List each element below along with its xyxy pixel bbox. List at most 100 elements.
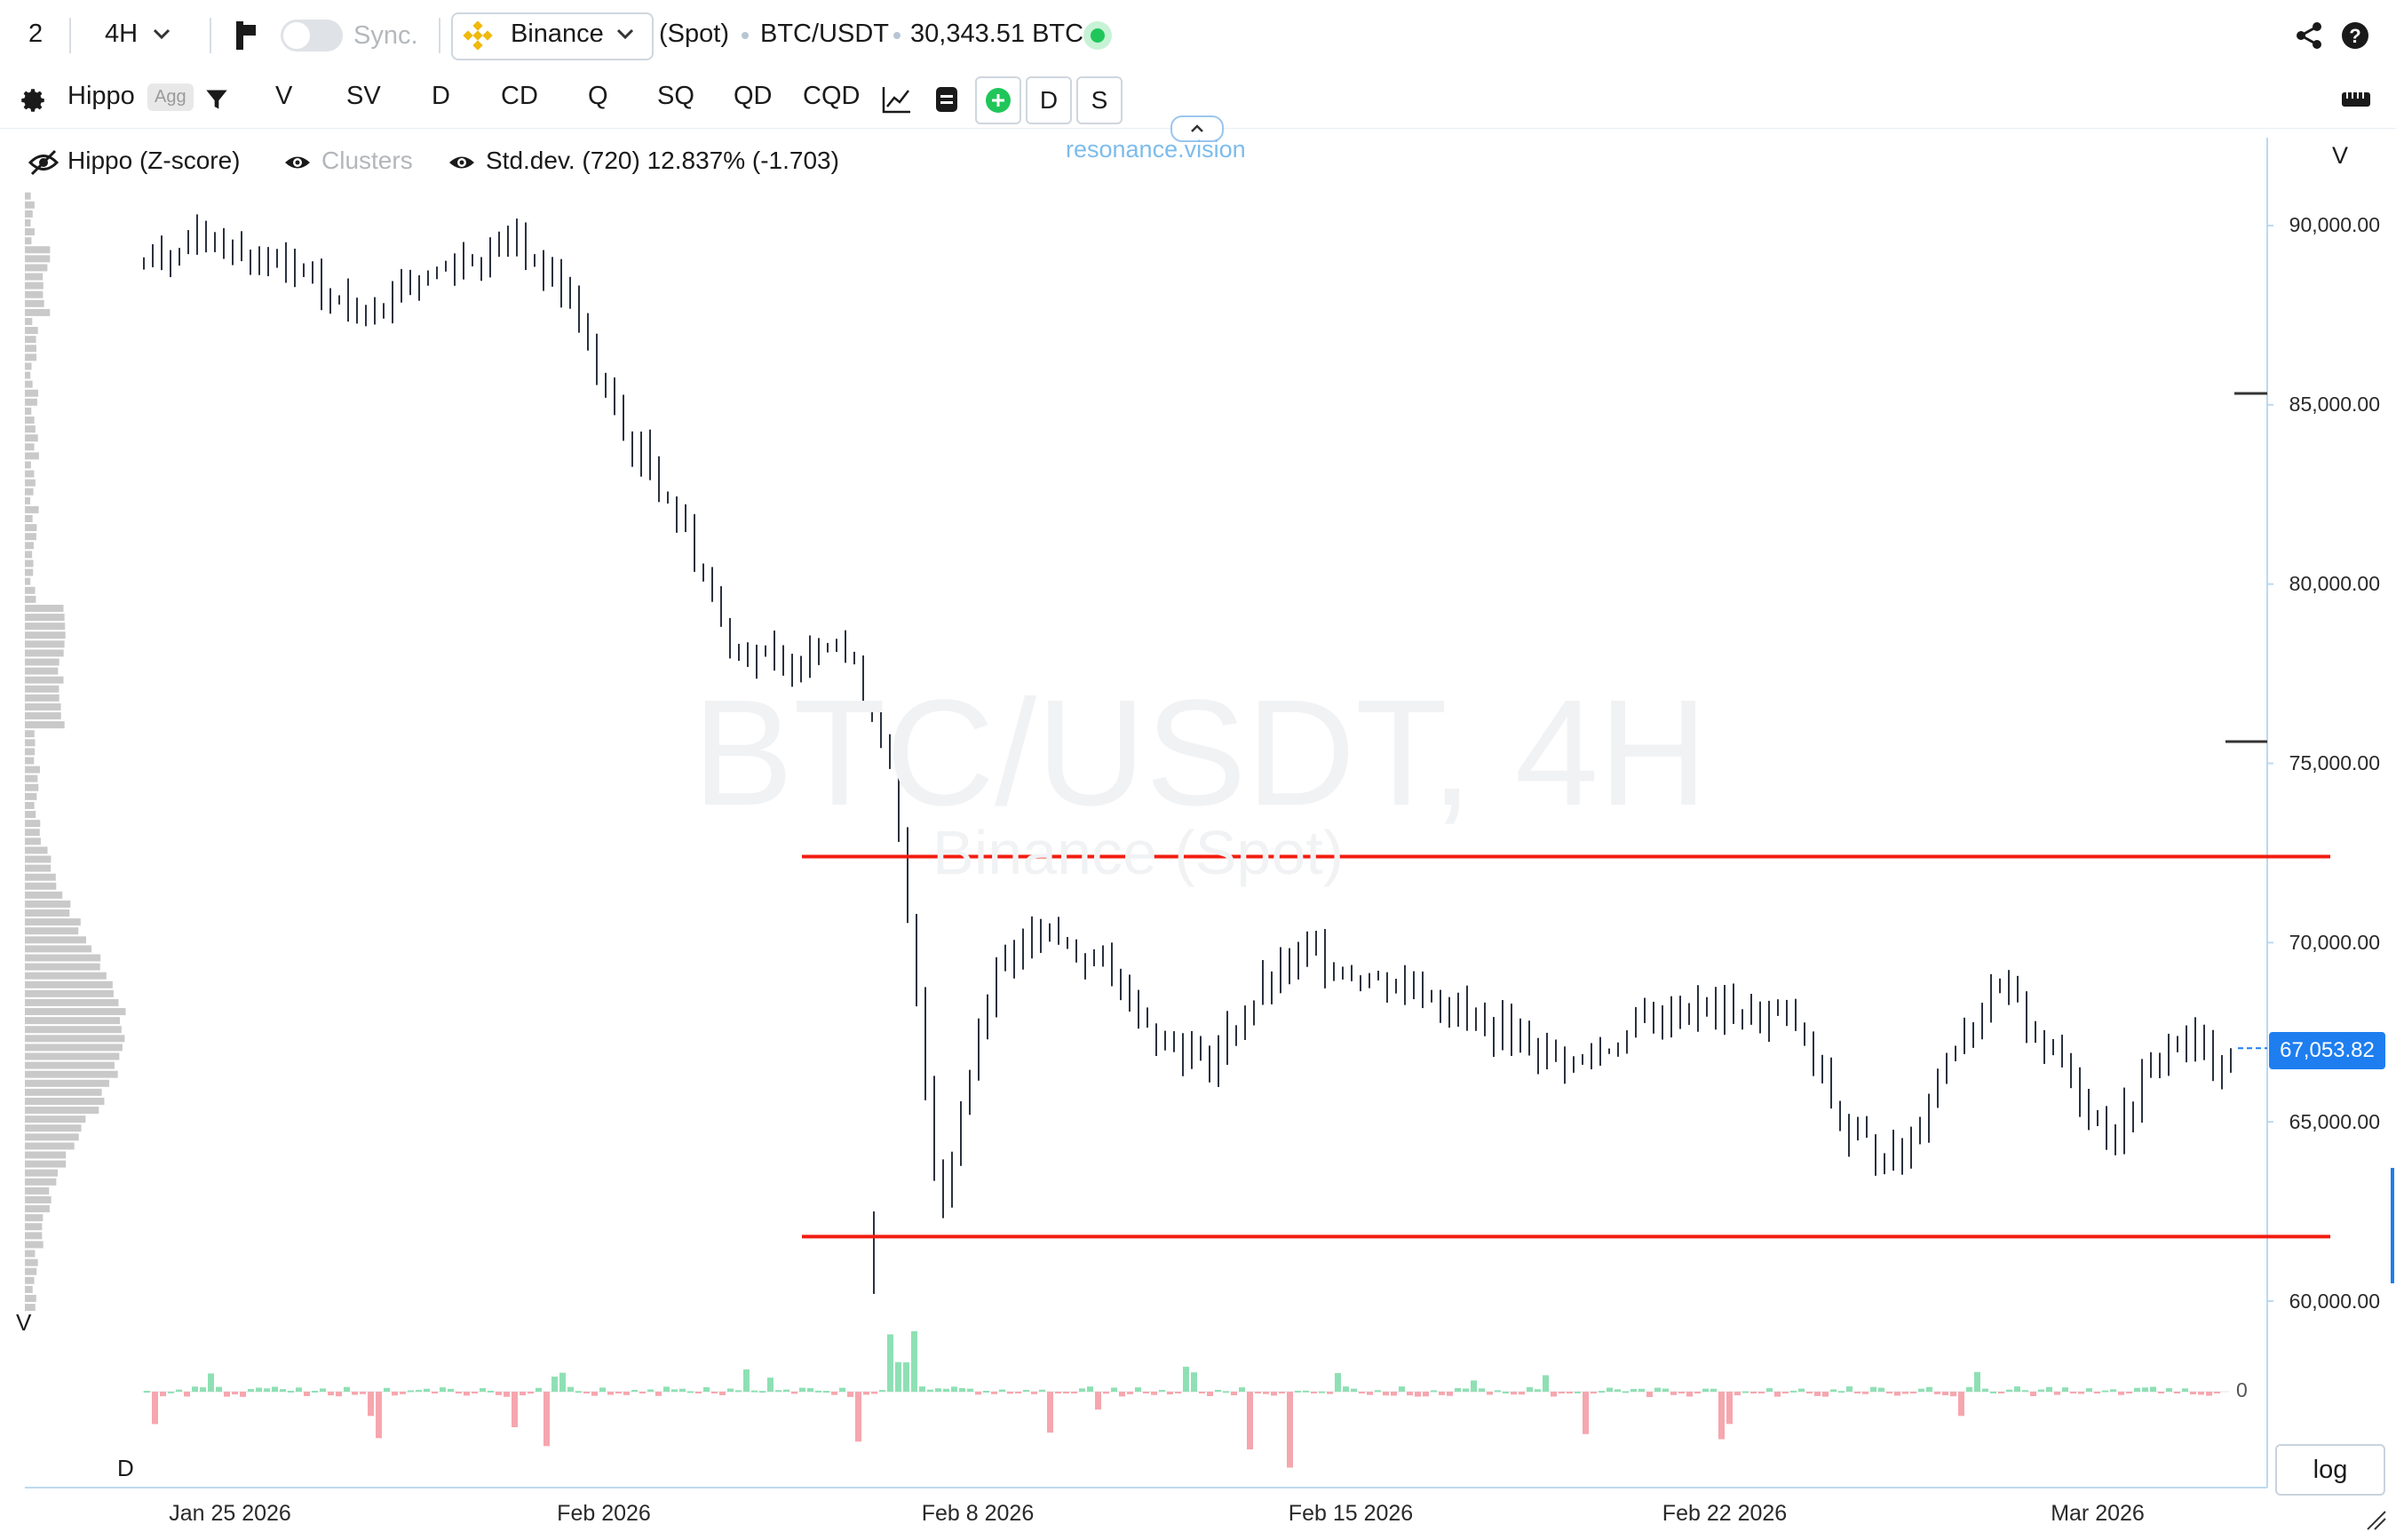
delta-bar [400,1392,406,1394]
delta-bar [1223,1391,1229,1393]
delta-bar [1167,1392,1173,1395]
delta-bar [1111,1387,1117,1392]
delta-bar [847,1392,853,1397]
delta-bar [472,1392,478,1393]
delta-bar [1894,1392,1900,1396]
delta-bar [312,1391,318,1393]
help-icon[interactable]: ? [2341,21,2369,50]
delta-bar [1798,1388,1805,1392]
delta-bar [368,1392,374,1417]
delta-bar [663,1386,670,1392]
delta-bar [240,1392,246,1397]
notes-icon[interactable] [934,85,959,114]
delta-bar [1415,1392,1421,1397]
volume-profile-bar [25,927,79,935]
volume-profile-bar [25,210,33,218]
delta-bar [1311,1392,1317,1393]
ruler-icon[interactable] [2341,89,2371,110]
eye-off-icon[interactable] [28,149,59,176]
delta-bar [2174,1392,2180,1393]
exchange-selector[interactable] [451,12,654,60]
delta-bar [631,1390,638,1393]
delta-bar [1023,1389,1029,1392]
tool-cd[interactable]: CD [501,82,538,110]
eye-icon[interactable] [448,153,475,172]
delta-bar [1742,1391,1749,1393]
price-chart[interactable] [0,129,2396,1540]
delta-bar [975,1392,981,1395]
collapse-button[interactable] [1170,115,1224,142]
left-volume-label: V [16,1309,32,1336]
delta-bar [623,1392,630,1395]
delta-bar [1958,1392,1964,1417]
delta-bar [1287,1392,1293,1468]
volume-profile-bar [25,1267,37,1275]
delta-bar [1622,1391,1629,1393]
delta-bar [256,1387,262,1392]
s-button[interactable]: S [1076,76,1123,124]
tool-d[interactable]: D [432,82,450,110]
volume-profile-bar [25,201,35,209]
delta-bar [791,1392,797,1394]
delta-bar [1479,1388,1485,1392]
delta-bar [815,1390,821,1393]
log-scale-button[interactable]: log [2275,1444,2385,1496]
resize-handle-icon[interactable] [2366,1510,2387,1531]
delta-bar [1615,1389,1621,1392]
volume-profile-bar [25,317,33,325]
filter-icon[interactable] [204,87,229,112]
delta-bar [448,1388,454,1392]
delta-bar [711,1392,718,1393]
delta-bar [144,1391,150,1393]
pair-label: BTC/USDT [760,20,889,48]
delta-bar [1175,1392,1181,1393]
delta-bar [1407,1392,1413,1396]
volume-profile-bar [25,398,37,406]
delta-bar [1495,1390,1501,1393]
gear-icon[interactable] [18,85,48,115]
delta-bar [1982,1388,1988,1392]
volume-profile-bar [25,336,36,344]
tool-q[interactable]: Q [588,82,608,110]
volume-profile-bar [25,515,33,523]
sync-label: Sync. [353,21,418,50]
tool-sv[interactable]: SV [346,82,381,110]
delta-bar [839,1387,845,1392]
agg-badge[interactable]: Agg [147,83,194,111]
volume-profile-bar [25,568,34,576]
tool-cqd[interactable]: CQD [803,82,861,110]
volume-profile-bar [25,595,36,603]
share-icon[interactable] [2295,21,2323,50]
volume-profile-bar [25,237,32,245]
layout-count[interactable]: 2 [28,20,44,48]
delta-bar [344,1386,350,1392]
tool-v[interactable]: V [275,82,293,110]
delta-bar [1662,1388,1669,1392]
volume-profile-bar [25,551,33,559]
indicator-name[interactable]: Hippo [67,82,135,110]
volume-profile-bar [25,299,44,307]
line-chart-icon[interactable] [882,85,912,114]
timeframe-selector[interactable]: 4H [105,20,139,48]
delta-bar [1519,1392,1525,1395]
delta-bar [2070,1392,2076,1393]
tool-qd[interactable]: QD [734,82,773,110]
d-button[interactable]: D [1026,76,1072,124]
volume-profile-bar [25,1107,99,1115]
tool-sq[interactable]: SQ [657,82,694,110]
delta-bar [416,1390,422,1393]
delta-bar [1966,1386,1972,1392]
add-indicator-button[interactable] [975,76,1021,124]
volume-profile-bar [25,640,65,648]
price-label: 90,000.00 [2289,213,2380,236]
delta-bar [2214,1392,2220,1393]
price-label: 65,000.00 [2289,1110,2380,1133]
delta-bar [320,1388,326,1392]
drawing-tool-icon[interactable] [234,20,258,52]
volume-profile-bar [25,649,64,657]
sync-toggle[interactable] [281,20,343,52]
volume-profile-bar [25,505,39,513]
eye-icon[interactable] [284,153,311,172]
right-volume-label: V [2332,142,2349,169]
delta-bar [1143,1392,1149,1393]
